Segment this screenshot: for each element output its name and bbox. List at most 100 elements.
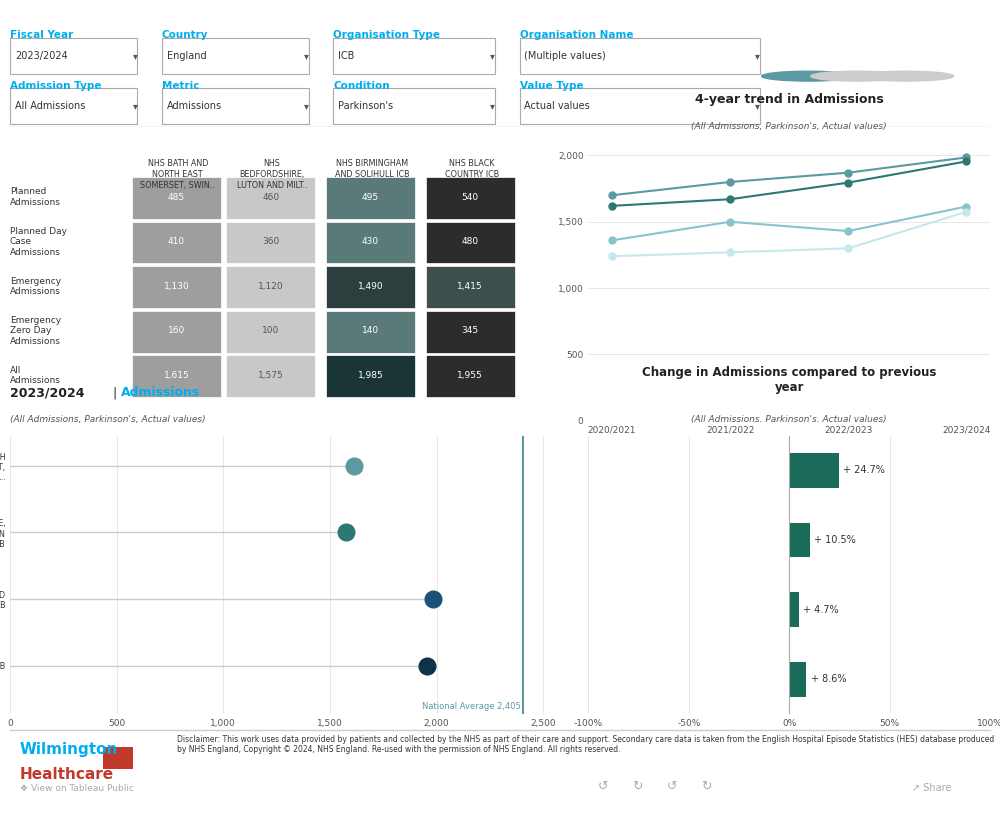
Circle shape [762,71,856,81]
Text: ↗ Share: ↗ Share [912,783,951,793]
FancyBboxPatch shape [333,38,495,74]
Text: ICB: ICB [338,51,355,61]
FancyBboxPatch shape [426,222,515,263]
Text: NHS BLACK
COUNTRY ICB: NHS BLACK COUNTRY ICB [445,159,499,179]
Bar [789,662,806,697]
FancyBboxPatch shape [132,311,221,352]
Text: 410: 410 [168,237,185,246]
Text: (Multiple values): (Multiple values) [524,51,606,61]
Circle shape [860,71,954,81]
FancyBboxPatch shape [132,356,221,397]
Bar [789,592,799,627]
Text: Wilmington: Wilmington [20,742,118,757]
FancyBboxPatch shape [226,222,315,263]
Text: Condition: Condition [333,81,390,91]
Bar [789,523,810,557]
FancyBboxPatch shape [333,88,495,124]
FancyBboxPatch shape [426,177,515,219]
Text: ▾: ▾ [755,51,760,61]
Text: 430: 430 [362,237,379,246]
Text: 1,490: 1,490 [358,282,383,291]
FancyBboxPatch shape [162,88,309,124]
FancyBboxPatch shape [103,747,132,769]
Bar [789,453,839,488]
Text: NHS BIRMINGHAM
AND SOLIHULL ICB: NHS BIRMINGHAM AND SOLIHULL ICB [335,159,409,179]
Text: ↻: ↻ [701,781,711,793]
Text: (All Admissions. Parkinson's. Actual values): (All Admissions. Parkinson's. Actual val… [691,415,887,424]
Text: All
Admissions: All Admissions [10,366,61,385]
Text: 1,615: 1,615 [163,371,189,380]
FancyBboxPatch shape [132,266,221,308]
FancyBboxPatch shape [226,177,315,219]
Text: Healthcare: Healthcare [20,767,114,782]
Text: 1,120: 1,120 [258,282,283,291]
Text: 1,415: 1,415 [457,282,483,291]
FancyBboxPatch shape [426,356,515,397]
Text: + 24.7%: + 24.7% [843,466,885,476]
Text: 495: 495 [362,193,379,202]
Text: ▾: ▾ [490,101,495,111]
Text: 4-year trend in Admissions: 4-year trend in Admissions [695,93,884,106]
Text: National Average 2,405: National Average 2,405 [422,702,521,711]
Text: Admissions: Admissions [167,101,222,111]
Text: 485: 485 [168,193,185,202]
Text: Organisation Name: Organisation Name [520,30,633,40]
Text: ▾: ▾ [304,101,309,111]
FancyBboxPatch shape [226,356,315,397]
Text: ▾: ▾ [132,51,137,61]
Text: ▾: ▾ [755,101,760,111]
Text: Planned Day
Case
Admissions: Planned Day Case Admissions [10,227,67,256]
FancyBboxPatch shape [10,88,137,124]
Text: Actual values: Actual values [524,101,590,111]
FancyBboxPatch shape [520,88,760,124]
Text: 345: 345 [462,327,479,336]
FancyBboxPatch shape [132,177,221,219]
FancyBboxPatch shape [326,266,415,308]
FancyBboxPatch shape [326,177,415,219]
Text: 100: 100 [262,327,279,336]
Text: NHS
BEDFORDSHIRE,
LUTON AND MILT..: NHS BEDFORDSHIRE, LUTON AND MILT.. [237,159,307,190]
FancyBboxPatch shape [326,356,415,397]
Text: + 8.6%: + 8.6% [811,674,846,685]
Text: ❖ View on Tableau Public: ❖ View on Tableau Public [20,784,134,793]
FancyBboxPatch shape [520,38,760,74]
FancyBboxPatch shape [226,311,315,352]
Text: Country: Country [162,30,208,40]
Text: + 10.5%: + 10.5% [814,535,856,545]
Text: Fiscal Year: Fiscal Year [10,30,73,40]
Text: ▾: ▾ [132,101,137,111]
Text: Value Type: Value Type [520,81,583,91]
Text: Emergency
Zero Day
Admissions: Emergency Zero Day Admissions [10,316,61,346]
Text: 480: 480 [462,237,479,246]
Text: + 4.7%: + 4.7% [803,605,838,614]
Text: ↺: ↺ [667,781,677,793]
Text: 2023/2024: 2023/2024 [10,386,84,399]
Text: NHS BATH AND
NORTH EAST
SOMERSET, SWIN..: NHS BATH AND NORTH EAST SOMERSET, SWIN.. [140,159,215,190]
Text: |: | [113,386,117,399]
Text: 2023/2024: 2023/2024 [15,51,68,61]
Text: ↻: ↻ [632,781,643,793]
FancyBboxPatch shape [426,266,515,308]
Text: 460: 460 [262,193,279,202]
Text: Parkinson's: Parkinson's [338,101,393,111]
Text: Metric: Metric [162,81,199,91]
Text: 1,985: 1,985 [358,371,383,380]
FancyBboxPatch shape [132,222,221,263]
FancyBboxPatch shape [10,38,137,74]
Text: 360: 360 [262,237,279,246]
Text: Planned
Admissions: Planned Admissions [10,188,61,207]
Text: 540: 540 [462,193,479,202]
Text: 1,130: 1,130 [163,282,189,291]
Text: (All Admissions, Parkinson's, Actual values): (All Admissions, Parkinson's, Actual val… [691,122,887,131]
Text: ↺: ↺ [598,781,608,793]
Text: 1,575: 1,575 [258,371,284,380]
FancyBboxPatch shape [326,311,415,352]
Text: Organisation Type: Organisation Type [333,30,440,40]
Text: ▾: ▾ [304,51,309,61]
Text: 140: 140 [362,327,379,336]
Text: England: England [167,51,206,61]
FancyBboxPatch shape [226,266,315,308]
Text: Change in Admissions compared to previous
year: Change in Admissions compared to previou… [642,366,936,394]
Text: Admissions: Admissions [121,386,200,399]
Text: (All Admissions, Parkinson's, Actual values): (All Admissions, Parkinson's, Actual val… [10,415,206,424]
